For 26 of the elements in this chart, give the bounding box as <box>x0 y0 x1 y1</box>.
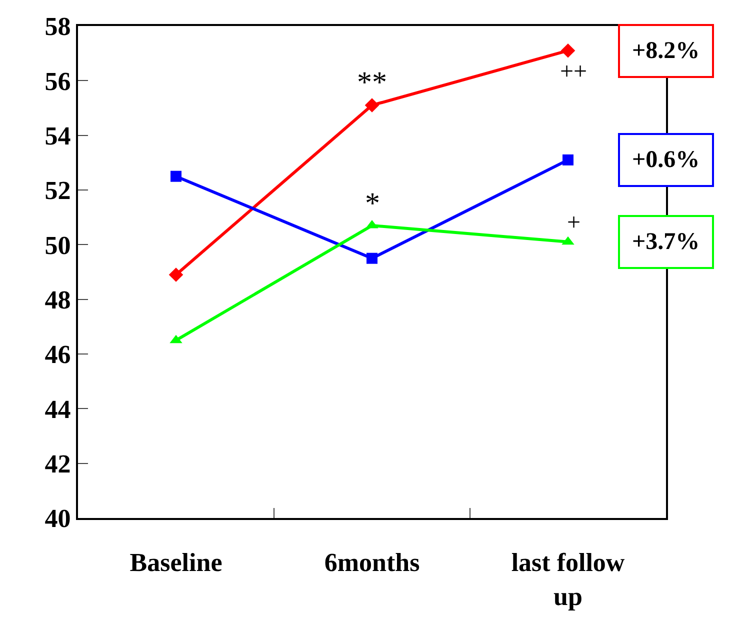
y-tick-label: 46 <box>44 340 71 370</box>
y-tick-label: 42 <box>44 449 71 478</box>
y-tick-label: 54 <box>44 121 71 150</box>
y-tick-label: 50 <box>44 230 71 260</box>
annotation: +8.2% <box>632 38 700 64</box>
x-tick-label: 6months <box>324 548 420 578</box>
point <box>364 98 380 112</box>
annotation: + <box>567 210 581 236</box>
y-tick-label: 40 <box>44 504 71 534</box>
x-tick-label: last follow up <box>511 548 625 611</box>
y-tick-label: 56 <box>44 66 71 96</box>
point <box>562 154 574 166</box>
point <box>168 268 184 282</box>
y-tick-label: 44 <box>44 394 71 424</box>
annotation: * <box>365 187 380 220</box>
x-tick-label: Baseline <box>130 548 222 578</box>
point <box>366 252 378 264</box>
y-tick-label: 52 <box>44 176 71 206</box>
annotation: +3.7% <box>632 229 700 255</box>
annotation: ** <box>357 66 387 99</box>
y-tick-label: 58 <box>44 12 71 42</box>
annotation: ++ <box>560 59 588 85</box>
annotation: +0.6% <box>632 147 700 173</box>
point <box>560 43 576 58</box>
point <box>170 170 182 182</box>
y-tick-label: 48 <box>44 285 71 314</box>
